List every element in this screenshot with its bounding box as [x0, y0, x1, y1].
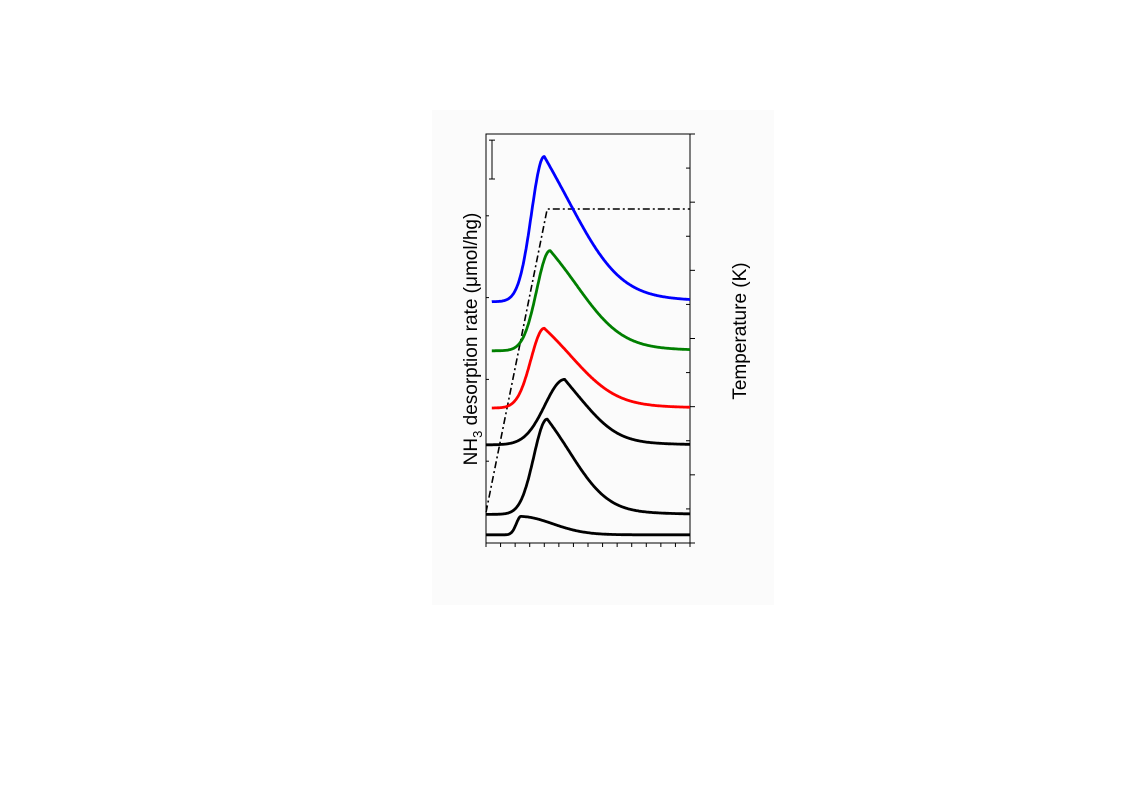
scale-bar-group: [489, 139, 495, 180]
plot-frame: [485, 133, 691, 544]
desorption-series-group: [485, 155, 691, 537]
y-axis-label-right: Temperature (K): [730, 262, 751, 399]
plot-area: [485, 133, 691, 544]
desorption-curve-3: [491, 326, 691, 410]
x-axis-ticks: [485, 543, 691, 547]
right-axis-ticks: [686, 133, 695, 544]
left-axis-ticks: [486, 133, 489, 544]
desorption-curve-2: [491, 249, 691, 353]
desorption-curve-6: [485, 514, 691, 537]
chart-panel: NH3 desorption rate (μmol/hg) Temperatur…: [432, 110, 774, 605]
desorption-curve-4: [485, 377, 691, 447]
tpd-chart: NH3 desorption rate (μmol/hg) Temperatur…: [461, 133, 751, 547]
desorption-curve-1: [491, 155, 691, 304]
temperature-ramp-line: [485, 208, 690, 513]
temperature-ramp-group: [485, 208, 690, 513]
y-axis-label-left: NH3 desorption rate (μmol/hg): [461, 213, 485, 466]
desorption-curve-5: [485, 417, 691, 516]
